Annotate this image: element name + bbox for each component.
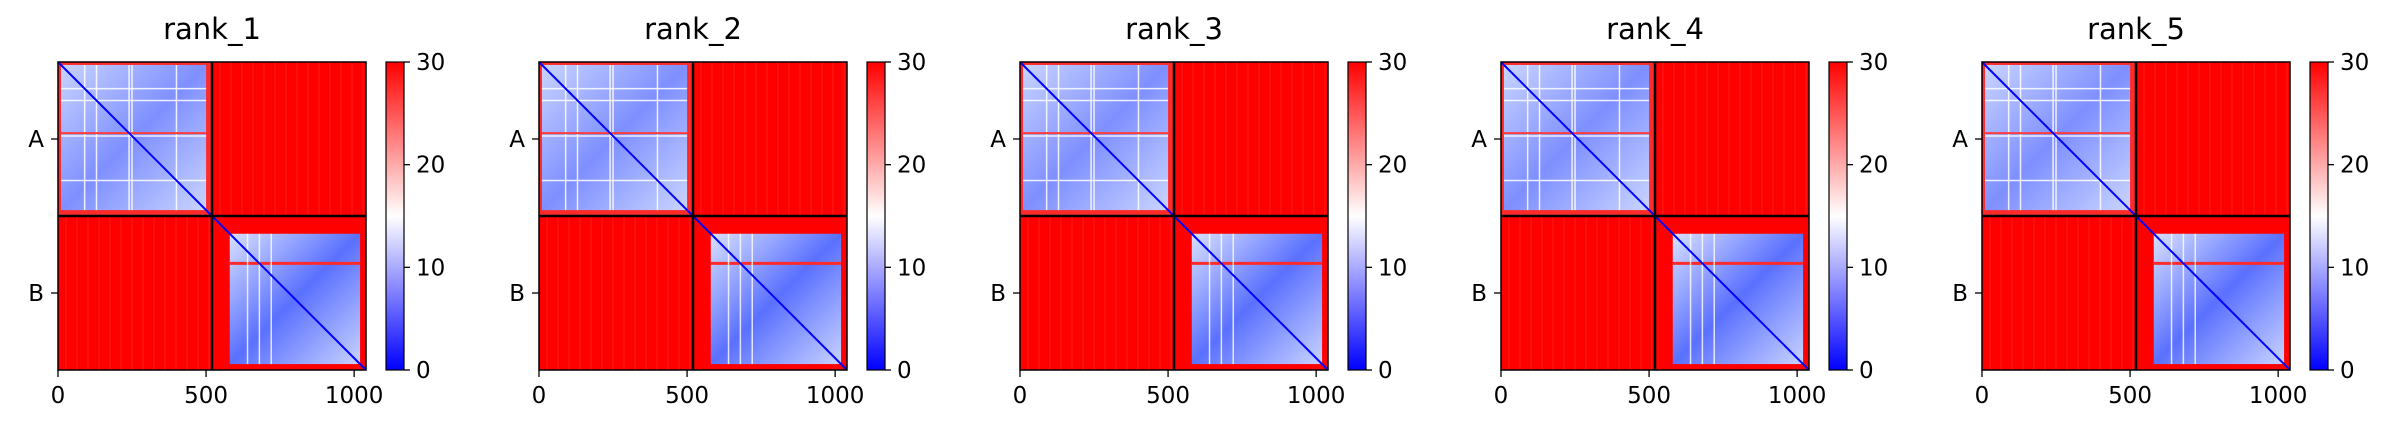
x-tick-label: 1000 (1768, 383, 1827, 409)
chain-label: B (1952, 281, 1968, 307)
colorbar-tick-label: 30 (897, 50, 926, 76)
heatmap-panel-2: 0 500 1000 A B 0 10 20 30 (509, 50, 926, 409)
colorbar-tick-label: 30 (1378, 50, 1407, 76)
chain-label: A (509, 127, 525, 153)
colorbar-tick-label: 0 (897, 358, 912, 384)
x-tick-label: 0 (1975, 383, 1990, 409)
chain-label: A (28, 127, 44, 153)
inter-chain-block-ba (539, 216, 693, 370)
panel-title: rank_4 (1606, 12, 1704, 46)
chain-label: B (1471, 281, 1487, 307)
colorbar-tick-label: 0 (1378, 358, 1393, 384)
inter-chain-block-ab (1174, 62, 1328, 216)
x-tick-label: 1000 (325, 383, 384, 409)
panel-title: rank_1 (163, 12, 261, 46)
x-tick-label: 0 (1494, 383, 1509, 409)
x-tick-label: 0 (51, 383, 66, 409)
inter-chain-block-ba (1501, 216, 1655, 370)
plot-frame (538, 61, 848, 371)
x-tick-label: 0 (1013, 383, 1028, 409)
x-tick-label: 500 (1146, 383, 1190, 409)
colorbar-tick-label: 30 (2340, 50, 2369, 76)
panel-title: rank_2 (644, 12, 742, 46)
colorbar (1347, 61, 1367, 371)
colorbar-tick-label: 10 (897, 255, 926, 281)
inter-chain-block-ab (2136, 62, 2290, 216)
panel-title: rank_3 (1125, 12, 1223, 46)
chain-label: B (990, 281, 1006, 307)
inter-chain-block-ba (1982, 216, 2136, 370)
heatmap-panel-5: 0 500 1000 A B 0 10 20 30 (1952, 50, 2369, 409)
x-tick-label: 500 (665, 383, 709, 409)
colorbar-tick-label: 0 (2340, 358, 2355, 384)
plot-frame (1019, 61, 1329, 371)
x-tick-label: 0 (532, 383, 547, 409)
colorbar-tick-label: 10 (1378, 255, 1407, 281)
x-tick-label: 1000 (1287, 383, 1346, 409)
chain-label: B (28, 281, 44, 307)
colorbar-tick-label: 20 (1859, 153, 1888, 179)
chain-label: A (990, 127, 1006, 153)
chain-label: B (509, 281, 525, 307)
colorbar-tick-label: 10 (2340, 255, 2369, 281)
x-tick-label: 1000 (806, 383, 865, 409)
panel-title: rank_5 (2087, 12, 2185, 46)
colorbar-tick-label: 10 (1859, 255, 1888, 281)
inter-chain-block-ab (212, 62, 366, 216)
colorbar-tick-label: 30 (416, 50, 445, 76)
x-tick-label: 500 (184, 383, 228, 409)
colorbar (866, 61, 886, 371)
x-tick-label: 500 (2108, 383, 2152, 409)
colorbar (2309, 61, 2329, 371)
colorbar-tick-label: 0 (1859, 358, 1874, 384)
inter-chain-block-ab (1655, 62, 1809, 216)
colorbar-tick-label: 10 (416, 255, 445, 281)
plot-frame (57, 61, 367, 371)
colorbar-tick-label: 0 (416, 358, 431, 384)
plot-frame (1981, 61, 2291, 371)
colorbar-tick-label: 30 (1859, 50, 1888, 76)
plot-frame (1500, 61, 1810, 371)
chain-label: A (1471, 127, 1487, 153)
heatmap-panel-1: 0 500 1000 A B 0 10 20 30 (28, 50, 445, 409)
chain-label: A (1952, 127, 1968, 153)
inter-chain-block-ab (693, 62, 847, 216)
heatmap-panel-4: 0 500 1000 A B 0 10 20 30 (1471, 50, 1888, 409)
inter-chain-block-ba (58, 216, 212, 370)
colorbar-tick-label: 20 (2340, 153, 2369, 179)
x-tick-label: 1000 (2249, 383, 2308, 409)
colorbar (1828, 61, 1848, 371)
colorbar (385, 61, 405, 371)
heatmap-panel-3: 0 500 1000 A B 0 10 20 30 (990, 50, 1407, 409)
colorbar-tick-label: 20 (416, 153, 445, 179)
colorbar-tick-label: 20 (1378, 153, 1407, 179)
colorbar-tick-label: 20 (897, 153, 926, 179)
inter-chain-block-ba (1020, 216, 1174, 370)
x-tick-label: 500 (1627, 383, 1671, 409)
